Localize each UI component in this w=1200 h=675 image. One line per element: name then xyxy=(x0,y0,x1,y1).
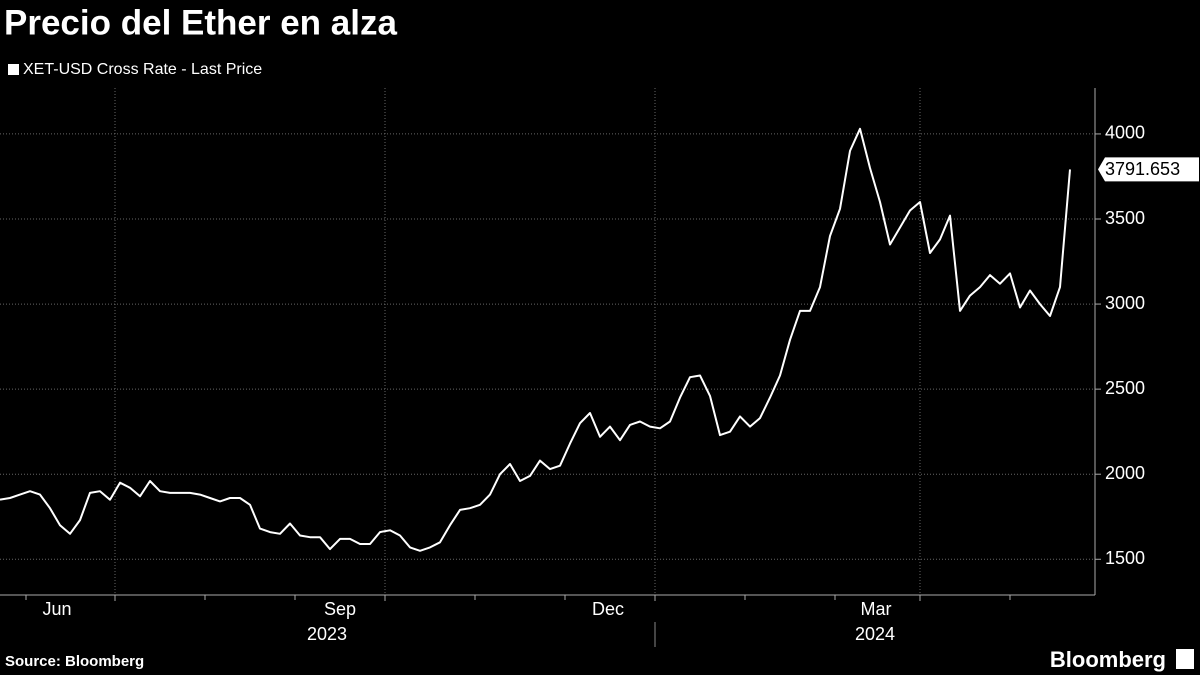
legend-label: XET-USD Cross Rate - Last Price xyxy=(23,61,262,78)
y-tick-label: 2000 xyxy=(1105,463,1145,483)
source: Source: Bloomberg xyxy=(5,653,144,670)
y-tick-label: 4000 xyxy=(1105,123,1145,143)
y-tick-label: 2500 xyxy=(1105,378,1145,398)
x-tick-label: Jun xyxy=(42,599,71,619)
x-tick-label: Sep xyxy=(324,599,356,619)
x-year-label: 2023 xyxy=(307,624,347,644)
y-tick-label: 1500 xyxy=(1105,548,1145,568)
price-line xyxy=(0,127,1071,552)
y-tick-label: 3500 xyxy=(1105,208,1145,228)
legend-swatch xyxy=(8,64,19,75)
chart-title: Precio del Ether en alza xyxy=(4,3,397,42)
brand: Bloomberg xyxy=(1050,647,1166,672)
last-value-label: 3791.653 xyxy=(1105,159,1180,179)
y-tick-label: 3000 xyxy=(1105,293,1145,313)
x-year-label: 2024 xyxy=(855,624,895,644)
brand-icon xyxy=(1176,649,1194,669)
x-tick-label: Dec xyxy=(592,599,624,619)
last-value-box xyxy=(1098,157,1199,182)
x-tick-label: Mar xyxy=(861,599,892,619)
